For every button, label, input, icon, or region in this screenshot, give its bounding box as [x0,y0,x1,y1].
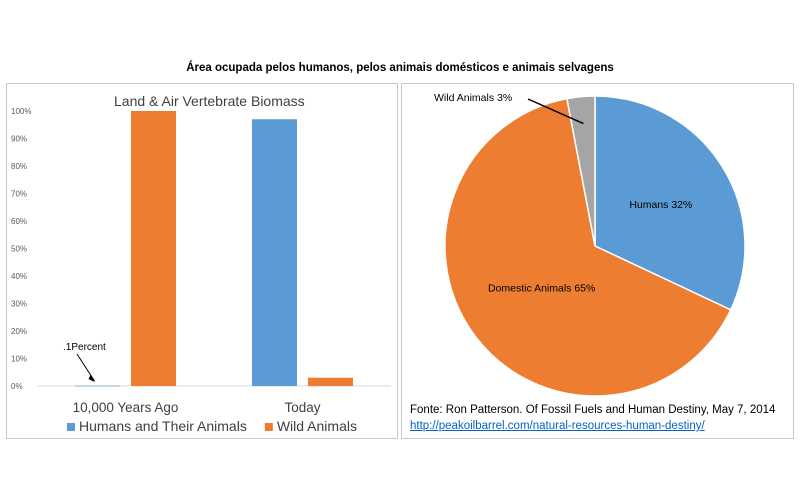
bar-chart-panel: Land & Air Vertebrate Biomass 0% 10% 20% 30%… [6,83,398,439]
bar-1-1 [308,377,353,386]
legend-label-0: Humans and Their Animals [79,418,247,434]
y-tick-label: 10% [11,355,27,364]
source-link[interactable]: http://peakoilbarrel.com/natural-resourc… [410,420,705,432]
annotation-arrow [76,353,95,382]
annotation-label: .1Percent [63,342,106,353]
y-tick-label: 90% [11,135,27,144]
y-tick-label: 20% [11,327,27,336]
y-tick-label: 60% [11,217,27,226]
pie-slice-0 [594,95,746,311]
source-text: Fonte: Ron Patterson. Of Fossil Fuels an… [410,404,776,416]
pie-chart: Humans 32% Domestic Animals 65% Wild Anima… [434,92,746,397]
y-tick-label: 30% [11,300,27,309]
y-tick-label: 0% [11,382,23,391]
bar-chart: Land & Air Vertebrate Biomass 0% 10% 20% 30%… [11,93,391,434]
y-tick-label: 100% [11,107,31,116]
legend-swatch-0 [67,423,75,431]
pie-leader-line [527,98,584,125]
pie-slice-2 [566,95,596,247]
y-tick-label: 80% [11,162,27,171]
pie-slice-1 [444,97,732,397]
y-tick-label: 40% [11,272,27,281]
legend-swatch-1 [264,423,273,431]
pie-label-humans: Humans 32% [629,199,692,211]
bar-1-0 [131,111,176,386]
pie-label-domestic: Domestic Animals 65% [488,282,595,294]
bar-0-1 [252,119,297,386]
y-tick-label: 50% [11,245,27,254]
figure-title: Área ocupada pelos humanos, pelos animai… [186,62,614,74]
y-tick-label: 70% [11,190,27,199]
x-category-label: 10,000 Years Ago [73,400,179,415]
bar-chart-title: Land & Air Vertebrate Biomass [114,93,305,109]
pie-label-wild: Wild Animals 3% [434,92,512,104]
x-category-label: Today [284,400,320,415]
annotation-arrowhead [88,375,95,382]
pie-chart-panel: Humans 32% Domestic Animals 65% Wild Anima… [401,83,794,439]
legend-label-1: Wild Animals [277,418,357,434]
bar-0-0 [75,385,120,387]
